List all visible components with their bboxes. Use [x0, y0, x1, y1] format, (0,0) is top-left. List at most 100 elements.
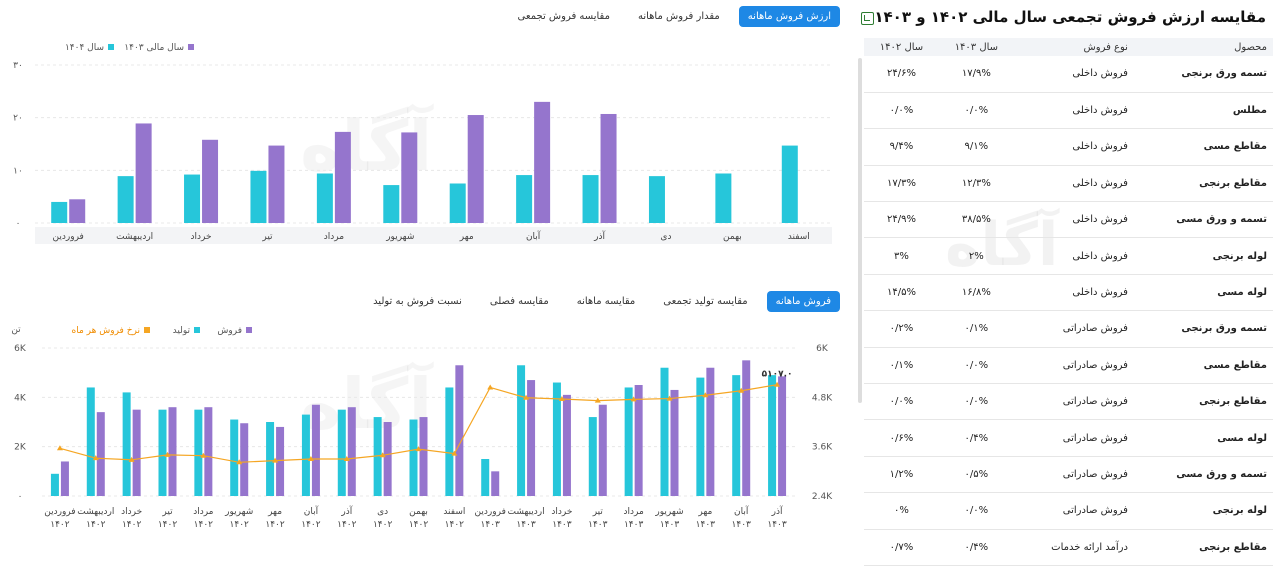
bar-series2: [534, 101, 551, 223]
bar-sales: [311, 404, 320, 496]
bar-production: [660, 367, 669, 496]
bottom-chart-tab-4[interactable]: نسبت فروش به تولید: [373, 296, 462, 307]
bar-series1: [383, 185, 400, 223]
bar-production: [373, 417, 382, 496]
value-1402-cell: ۹/۴%: [864, 128, 939, 166]
bar-series1: [516, 175, 533, 223]
y-tick-label: ۲۰: [13, 114, 23, 124]
x-tick-label-month: اردیبهشت: [77, 507, 114, 517]
sale-type-cell: فروش صادراتی: [1013, 456, 1134, 494]
bottom-chart-tab-0[interactable]: فروش ماهانه: [766, 291, 840, 312]
left-axis-label: تن: [11, 325, 21, 335]
y-left-tick-label: 2K: [14, 443, 27, 453]
legend-swatch: [188, 44, 194, 50]
bar-sales: [598, 404, 607, 496]
value-1402-cell: ۰/۰%: [864, 92, 939, 130]
value-1403-cell: ۰/۰%: [938, 92, 1014, 130]
bar-sales: [347, 407, 356, 496]
line-point-sales-rate: [558, 395, 565, 401]
x-tick-label-month: خرداد: [121, 507, 142, 517]
top-chart-tab-2[interactable]: مقایسه فروش تجمعی: [517, 11, 610, 22]
cumulative-sales-table-panel: آگاه مقایسه ارزش فروش تجمعی سال مالی ۱۴۰…: [855, 0, 1280, 566]
value-1402-cell: ۲۴/۶%: [864, 56, 939, 93]
bottom-chart-tab-1[interactable]: مقایسه تولید تجمعی: [663, 296, 748, 307]
line-point-sales-rate: [738, 387, 745, 393]
bar-series1: [250, 170, 267, 223]
line-point-sales-rate: [128, 456, 135, 462]
x-tick-label-year: ۱۴۰۳: [732, 520, 752, 530]
x-tick-label-month: بهمن: [409, 507, 428, 517]
x-tick-label-month: مهر: [267, 507, 282, 517]
x-tick-label-month: تیر: [592, 507, 604, 517]
bar-production: [158, 409, 167, 496]
x-tick-label: آبان: [526, 230, 541, 242]
excel-export-icon[interactable]: [861, 12, 874, 25]
column-header[interactable]: محصول: [1133, 38, 1273, 56]
x-tick-label: فروردین: [53, 232, 84, 242]
legend-label: نرخ فروش هر ماه: [72, 326, 140, 336]
y-left-tick-label: 6K: [14, 344, 27, 354]
x-tick-label-year: ۱۴۰۲: [337, 520, 357, 530]
bottom-chart-tab-3[interactable]: مقایسه فصلی: [489, 296, 549, 307]
bar-sales: [419, 417, 428, 496]
y-tick-label: ۱۰: [13, 166, 23, 176]
x-tick-label: اردیبهشت: [116, 232, 153, 242]
sale-type-cell: فروش داخلی: [1013, 274, 1134, 312]
line-point-sales-rate: [630, 396, 637, 402]
line-point-sales-rate: [487, 384, 494, 390]
bar-sales: [60, 461, 69, 496]
column-header[interactable]: سال ۱۴۰۳: [938, 38, 1014, 56]
x-tick-label-year: ۱۴۰۲: [50, 520, 70, 530]
table-title: مقایسه ارزش فروش تجمعی سال مالی ۱۴۰۲ و ۱…: [874, 8, 1266, 26]
legend-label: تولید: [173, 326, 191, 336]
x-tick-label-month: مهر: [697, 507, 712, 517]
x-tick-label-year: ۱۴۰۳: [481, 520, 501, 530]
x-tick-label: تیر: [261, 232, 273, 242]
x-tick-label-month: آبان: [734, 505, 749, 517]
bar-production: [266, 422, 275, 496]
line-point-sales-rate: [272, 457, 279, 463]
x-tick-label-month: آبان: [304, 505, 319, 517]
bar-production: [194, 409, 203, 496]
sale-type-cell: فروش صادراتی: [1013, 492, 1134, 530]
sale-type-cell: فروش صادراتی: [1013, 383, 1134, 421]
x-tick-label-month: اسفند: [443, 507, 465, 517]
product-cell: تسمه و ورق مسی: [1133, 201, 1273, 239]
line-point-sales-rate: [451, 450, 458, 456]
x-tick-label-year: ۱۴۰۲: [230, 520, 250, 530]
x-tick-label: مرداد: [324, 232, 344, 242]
sale-type-cell: فروش صادراتی: [1013, 310, 1134, 348]
x-tick-label: شهریور: [385, 232, 414, 242]
bar-production: [588, 417, 597, 496]
bottom-chart-tab-2[interactable]: مقایسه ماهانه: [576, 296, 636, 307]
product-cell: تسمه ورق برنجی: [1133, 310, 1273, 348]
y-left-tick-label: 4K: [14, 393, 27, 403]
legend-label: سال ۱۴۰۴: [65, 43, 104, 53]
column-header[interactable]: نوع فروش: [1013, 38, 1134, 56]
bar-sales: [204, 407, 213, 496]
sale-type-cell: درآمد ارائه خدمات: [1013, 529, 1134, 566]
x-tick-label-year: ۱۴۰۳: [624, 520, 644, 530]
bar-production: [481, 459, 490, 496]
column-header[interactable]: سال ۱۴۰۲: [864, 38, 939, 56]
x-tick-label: بهمن: [723, 232, 742, 242]
top-chart-tab-0[interactable]: ارزش فروش ماهانه: [738, 6, 840, 27]
value-1402-cell: ۲۴/۹%: [864, 201, 939, 239]
bar-series1: [184, 174, 201, 223]
cumulative-sales-table: محصول نوع فروش سال ۱۴۰۳ سال ۱۴۰۲ تسمه ورق ب…: [864, 38, 1273, 566]
y-right-tick-label: 4.8K: [812, 393, 833, 403]
table-row: تسمه و ورق مسی فروش صادراتی ۰/۵% ۱/۲%: [864, 456, 1273, 494]
bar-sales: [96, 412, 105, 496]
line-point-sales-rate: [523, 394, 530, 400]
table-row: مطلس فروش داخلی ۰/۰% ۰/۰%: [864, 92, 1273, 130]
y-left-tick-label: ۰: [18, 492, 23, 502]
value-1402-cell: ۰/۰%: [864, 383, 939, 421]
bar-sales: [240, 423, 249, 496]
sale-type-cell: فروش صادراتی: [1013, 419, 1134, 457]
bar-series2: [135, 123, 152, 223]
top-chart-tab-1[interactable]: مقدار فروش ماهانه: [637, 11, 720, 22]
bar-sales: [527, 380, 536, 496]
scrollbar[interactable]: [858, 58, 862, 403]
line-point-sales-rate: [164, 451, 171, 457]
bar-sales: [670, 389, 679, 496]
